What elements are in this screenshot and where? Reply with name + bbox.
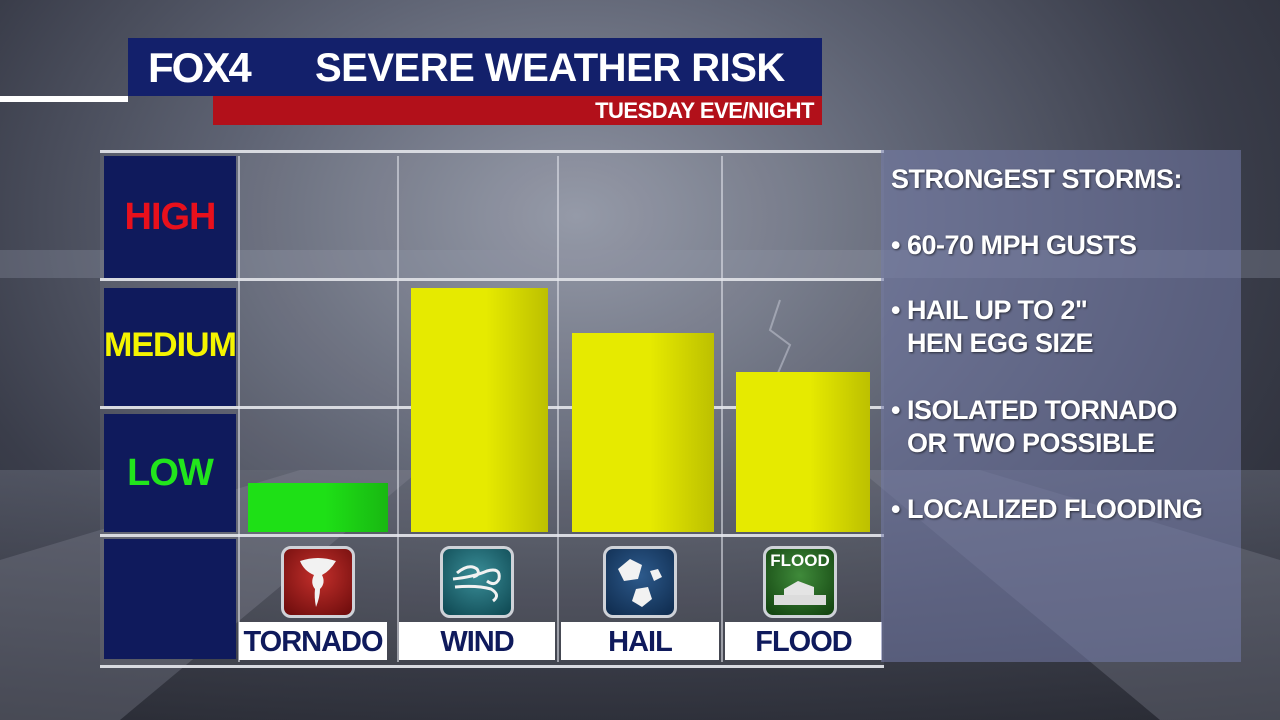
info-panel <box>881 150 1241 662</box>
tornado-icon <box>281 546 355 618</box>
level-cell-high: HIGH <box>104 156 236 278</box>
bar-hail <box>572 333 714 532</box>
level-cell-medium: MEDIUM <box>104 288 237 406</box>
page-subtitle: TUESDAY EVE/NIGHT <box>595 98 814 123</box>
info-bullet-flooding: • LOCALIZED FLOODING <box>891 494 1203 524</box>
category-label-hail: HAIL <box>561 622 719 660</box>
hail-icon <box>603 546 677 618</box>
info-bullet-tornado-detail: OR TWO POSSIBLE <box>907 428 1155 458</box>
info-bullet-hail: • HAIL UP TO 2" <box>891 295 1088 325</box>
bar-flood <box>736 372 870 532</box>
gridline-baseline <box>100 534 884 537</box>
flood-icon-label: FLOOD <box>770 551 830 570</box>
info-bullet-gusts: • 60-70 MPH GUSTS <box>891 230 1137 260</box>
page-title: SEVERE WEATHER RISK <box>315 46 785 90</box>
title-bar: FOX4 SEVERE WEATHER RISK <box>128 38 822 96</box>
info-bullet-hail-detail: HEN EGG SIZE <box>907 328 1094 358</box>
column-divider <box>238 156 240 662</box>
category-label-wind: WIND <box>399 622 555 660</box>
level-label-low: LOW <box>127 452 214 494</box>
bar-tornado <box>248 483 388 532</box>
flood-icon: FLOOD <box>763 546 837 618</box>
level-label-medium: MEDIUM <box>104 326 237 364</box>
accent-line <box>0 96 128 102</box>
subtitle-bar: TUESDAY EVE/NIGHT <box>213 96 822 125</box>
gridline-high <box>100 278 884 281</box>
category-label-flood: FLOOD <box>725 622 882 660</box>
bar-wind <box>411 288 548 532</box>
level-cell-low: LOW <box>104 414 236 532</box>
column-divider <box>721 156 723 662</box>
info-heading: STRONGEST STORMS: <box>891 164 1183 194</box>
info-bullet-tornado: • ISOLATED TORNADO <box>891 395 1177 425</box>
wind-icon <box>440 546 514 618</box>
column-divider <box>397 156 399 662</box>
level-label-high: HIGH <box>124 196 217 238</box>
category-label-tornado: TORNADO <box>239 622 387 660</box>
column-divider <box>557 156 559 662</box>
fox4-logo: FOX4 <box>148 44 252 91</box>
icon-row-corner <box>104 539 236 659</box>
